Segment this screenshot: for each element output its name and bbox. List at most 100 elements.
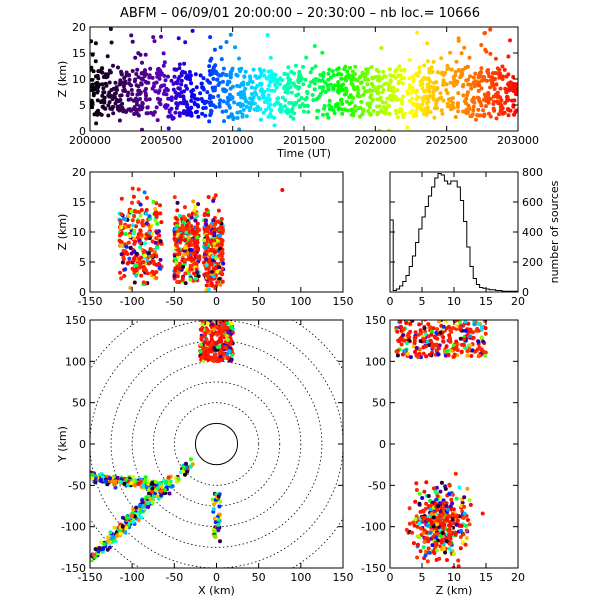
time-height-point [400,81,405,86]
time-height-point [262,73,267,78]
plan-view-point [202,315,206,319]
time-height-point [473,79,478,84]
time-height-point [401,94,405,99]
z-y-point [451,354,456,359]
x-height-point [137,210,142,214]
x-height-point [173,257,178,261]
time-height-point [229,68,234,73]
time-height-point [211,76,216,81]
time-height-point [340,111,345,116]
plan-view-xlabel: X (km) [198,584,235,597]
time-height-point [251,67,256,72]
z-y-point [451,326,455,330]
plan-view-point [227,314,231,318]
plan-view-point [146,501,150,506]
x-height-point [144,221,149,226]
time-height-point [258,88,263,93]
plan-view-point [86,555,90,559]
time-height-point [237,127,242,131]
x-height-point [138,255,143,260]
time-height-point [431,59,436,64]
time-height-point [355,94,360,98]
x-height-point [217,226,222,231]
time-height-point [182,61,187,66]
x-height-point [210,258,215,263]
time-height-point [230,95,235,100]
time-height-point [266,87,271,92]
time-height-point [90,100,94,105]
plan-view-point [131,507,136,512]
z-y-point [444,517,449,522]
time-height-point [456,38,461,43]
x-height-point [186,213,191,218]
time-height-point [261,95,266,100]
time-height-point [465,111,470,116]
z-y-point [415,555,420,560]
time-height-point [469,114,474,119]
z-y-point [465,518,470,522]
time-height-point [441,82,446,87]
x-height-point [130,223,135,228]
z-y-point [421,351,426,356]
time-height-point [460,67,465,72]
x-height-point [139,273,144,278]
z-y-point [424,314,428,318]
x-height-point [139,232,144,237]
time-height-xtick-label: 203000 [497,134,539,147]
time-height-point [423,76,428,81]
x-height-point [128,246,133,250]
x-height-point [218,282,223,287]
time-height-point [104,83,109,88]
z-y-point [462,504,467,509]
x-height-xtick-label: 150 [333,295,354,308]
time-height-point [310,66,315,71]
time-height-point [479,43,484,47]
z-y-point [413,349,417,354]
time-height-point [177,86,182,91]
time-height-xtick-label: 201500 [283,134,325,147]
time-height-point [207,96,212,101]
time-height-point [425,59,430,64]
x-height-point [183,238,187,243]
time-height-point [161,51,166,56]
time-height-point [376,78,380,83]
z-y-point [447,533,452,538]
plan-view-point [210,497,215,502]
x-height-point [182,252,186,257]
altitude-histogram-ytick-label: 800 [522,166,543,179]
time-height-point [344,89,349,94]
z-y-point [428,316,432,320]
time-height-point [453,73,458,78]
z-y-point [412,338,417,343]
altitude-histogram-ytick-label: 200 [522,256,543,269]
time-height-point [355,85,360,90]
time-height-point [448,98,453,103]
x-height-point [141,260,146,264]
x-height-xtick-label: 0 [213,295,220,308]
x-height-point [155,221,160,226]
time-height-point [111,111,116,116]
time-height-point [389,88,394,93]
time-height-point [163,78,168,83]
range-ring [194,422,239,466]
time-height-point [305,89,310,94]
x-height-point [195,221,200,226]
z-y-point [454,496,459,501]
time-height-point [476,107,481,112]
time-height-point [339,97,344,102]
z-y-point [448,523,453,528]
x-height-point [217,233,222,238]
time-height-point [193,72,198,77]
z-y-point [403,315,407,319]
time-height-point [120,101,125,106]
z-y-point [435,336,440,341]
z-y-point [444,344,449,349]
z-y-point [459,315,463,319]
z-y-point [426,494,431,498]
time-height-point [126,90,131,95]
time-height-point [476,88,481,93]
x-height-point [172,274,177,279]
time-height-point [261,110,266,115]
z-y-point [463,542,468,547]
x-height-point [129,251,134,256]
